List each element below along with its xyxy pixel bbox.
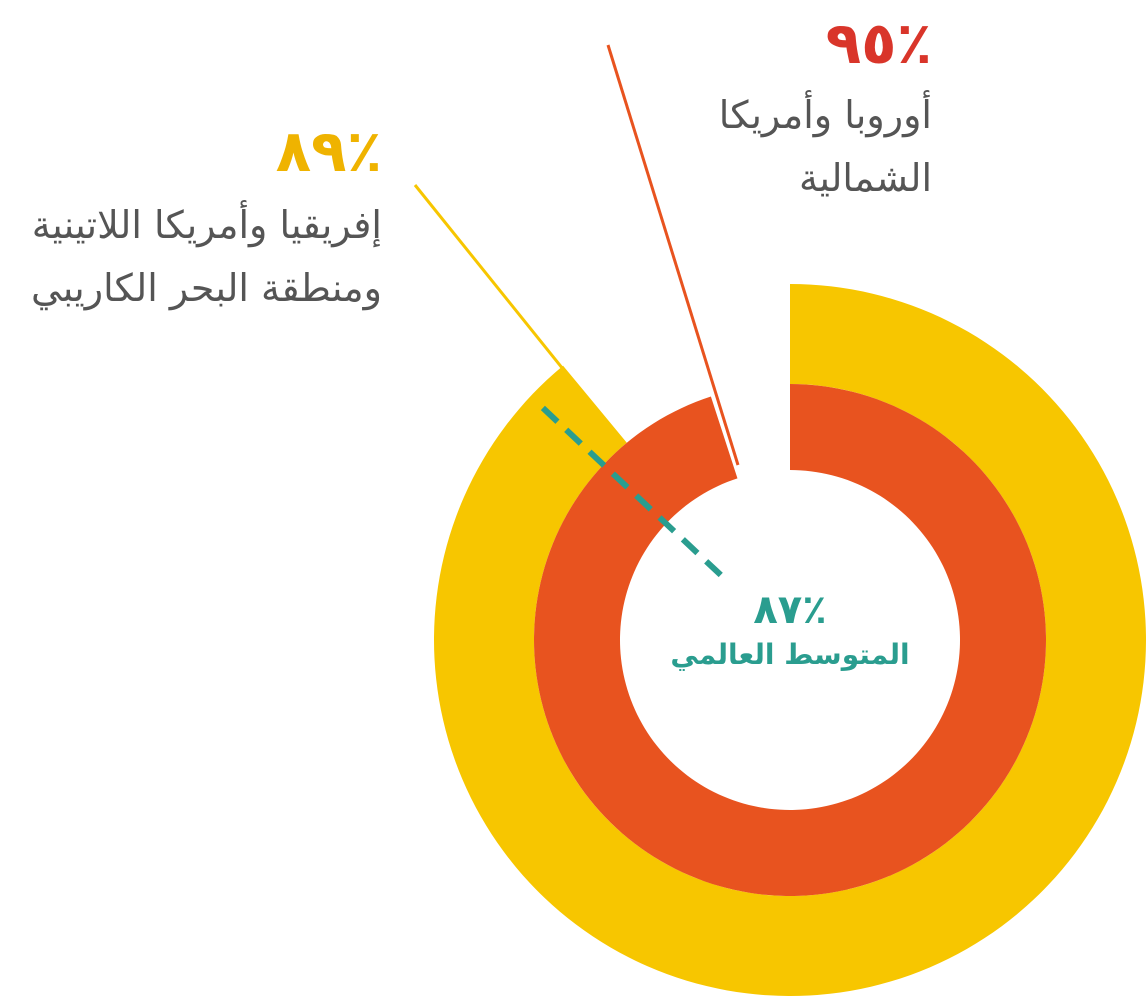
average-value: ٪٨٧ bbox=[753, 587, 827, 633]
average-name: المتوسط العالمي bbox=[670, 638, 910, 671]
leader-line bbox=[413, 184, 614, 431]
average-label: ٪٨٧ المتوسط العالمي bbox=[640, 588, 940, 671]
value-label: ٪٩٥ bbox=[825, 9, 932, 77]
leader-line bbox=[606, 44, 740, 466]
series-name: أوروبا وأمريكا الشمالية bbox=[718, 93, 932, 200]
value-label: ٪٨٩ bbox=[275, 117, 382, 185]
ring-bar bbox=[534, 384, 1046, 896]
average-line bbox=[532, 398, 723, 578]
series-label: ٪٨٩ إفريقيا وأمريكا اللاتينية ومنطقة الب… bbox=[2, 122, 382, 319]
series-label: ٪٩٥ أوروبا وأمريكا الشمالية bbox=[612, 14, 932, 209]
series-name: إفريقيا وأمريكا اللاتينية ومنطقة البحر ا… bbox=[31, 203, 382, 310]
